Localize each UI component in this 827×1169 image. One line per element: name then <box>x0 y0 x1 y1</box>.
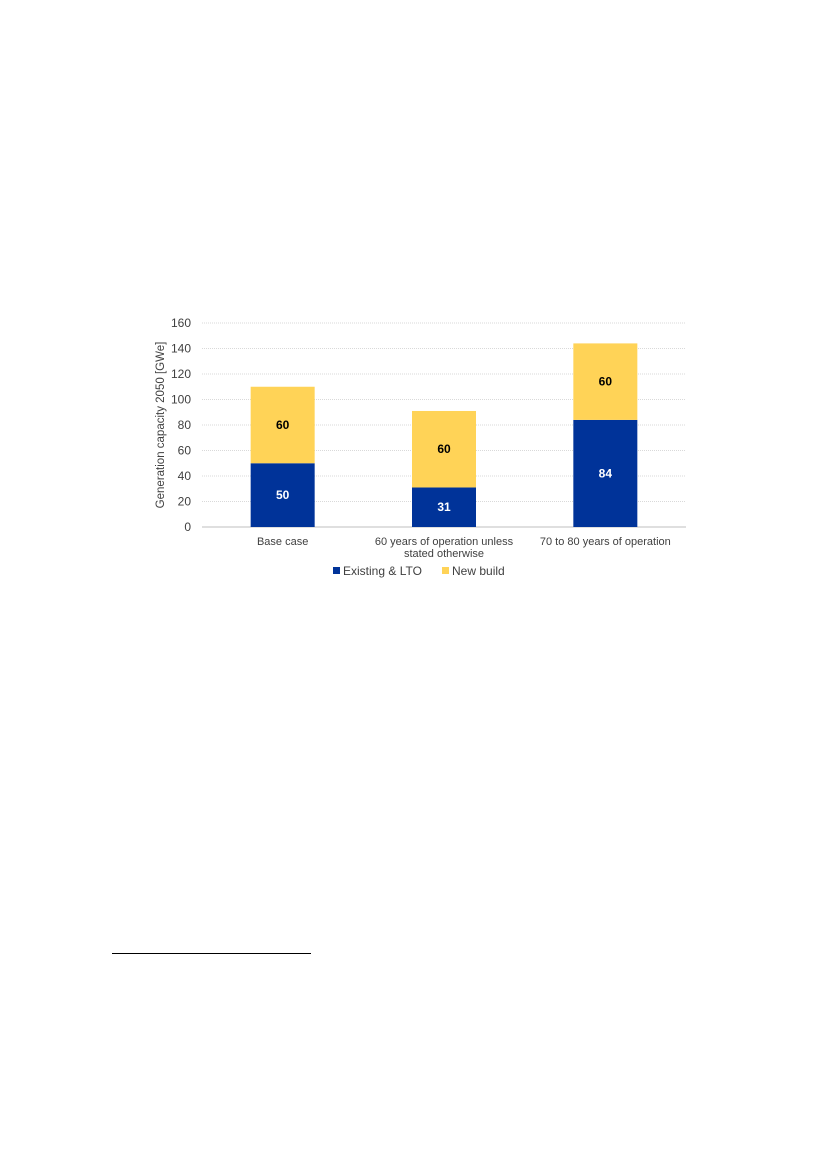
y-tick-label: 160 <box>171 316 191 330</box>
y-axis-label: Generation capacity 2050 [GWe] <box>155 342 167 509</box>
y-tick-label: 0 <box>184 520 191 534</box>
bar-value-label: 31 <box>437 500 451 514</box>
x-category-label: Base case <box>257 536 308 548</box>
bars <box>250 343 638 527</box>
legend-swatch <box>442 567 449 574</box>
legend-label: New build <box>452 564 505 578</box>
legend-swatch <box>333 567 340 574</box>
footnote-separator <box>112 953 311 954</box>
bar-new-build <box>250 386 315 464</box>
y-tick-label: 60 <box>178 444 192 458</box>
bar-value-label: 50 <box>276 488 290 502</box>
bar-existing <box>573 419 638 527</box>
bar-value-label: 60 <box>437 442 451 456</box>
x-category-label: 70 to 80 years of operation <box>540 536 671 548</box>
y-tick-label: 20 <box>178 495 192 509</box>
x-category-label: 60 years of operation unless <box>375 536 514 548</box>
bar-new-build <box>573 343 638 420</box>
legend: Existing & LTO New build <box>333 564 505 578</box>
y-axis-ticks: 0 20 40 60 80 100 120 140 160 <box>171 316 191 534</box>
y-tick-label: 40 <box>178 469 192 483</box>
y-tick-label: 100 <box>171 393 191 407</box>
x-category-label: stated otherwise <box>404 548 484 560</box>
bar-existing <box>250 463 315 527</box>
legend-label: Existing & LTO <box>343 564 422 578</box>
x-axis-categories: Base case 60 years of operation unlesssta… <box>257 536 671 560</box>
bar-value-label: 60 <box>276 418 290 432</box>
bar-value-label: 60 <box>599 375 613 389</box>
bar-existing <box>412 487 476 527</box>
bar-new-build <box>412 410 476 488</box>
data-labels: 50 60 31 60 84 60 <box>276 375 612 515</box>
bar-value-label: 84 <box>599 466 613 480</box>
y-tick-label: 140 <box>171 342 191 356</box>
y-tick-label: 80 <box>178 418 192 432</box>
y-tick-label: 120 <box>171 367 191 381</box>
